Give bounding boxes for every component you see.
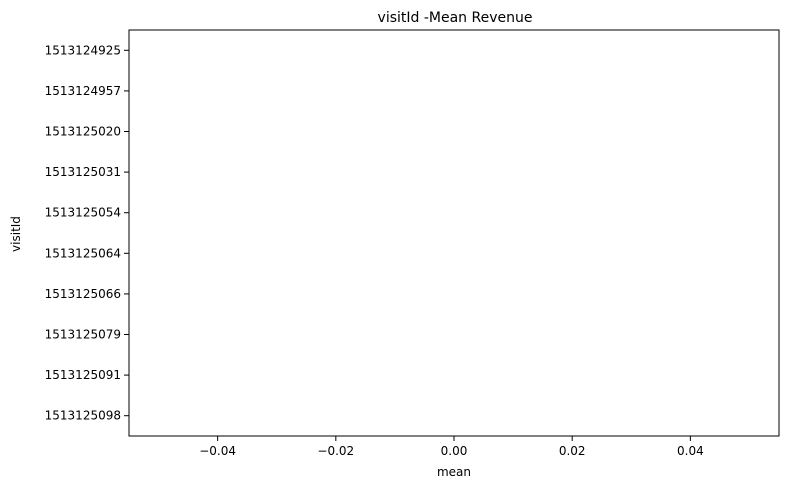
y-tick-label: 1513125079: [45, 328, 121, 342]
y-tick-label: 1513125064: [45, 246, 121, 260]
y-axis: 1513124925 1513124957 1513125020 1513125031…: [45, 43, 129, 423]
chart-title: visitId -Mean Revenue: [378, 10, 533, 26]
x-tick-label: 0.02: [559, 444, 586, 458]
y-tick-label: 1513125066: [45, 287, 121, 301]
x-tick-label: −0.02: [317, 444, 354, 458]
x-axis: −0.04 −0.02 0.00 0.02 0.04: [199, 436, 704, 458]
y-tick-label: 1513124925: [45, 43, 121, 57]
y-axis-title: visitId: [9, 216, 23, 252]
y-tick-label: 1513125020: [45, 125, 121, 139]
x-axis-title: mean: [437, 465, 471, 479]
x-tick-label: 0.00: [441, 444, 468, 458]
x-tick-label: 0.04: [677, 444, 704, 458]
y-tick-label: 1513125091: [45, 368, 121, 382]
y-tick-label: 1513125031: [45, 165, 121, 179]
y-tick-label: 1513125098: [45, 409, 121, 423]
y-tick-label: 1513124957: [45, 84, 121, 98]
x-tick-label: −0.04: [199, 444, 236, 458]
y-tick-label: 1513125054: [45, 206, 121, 220]
